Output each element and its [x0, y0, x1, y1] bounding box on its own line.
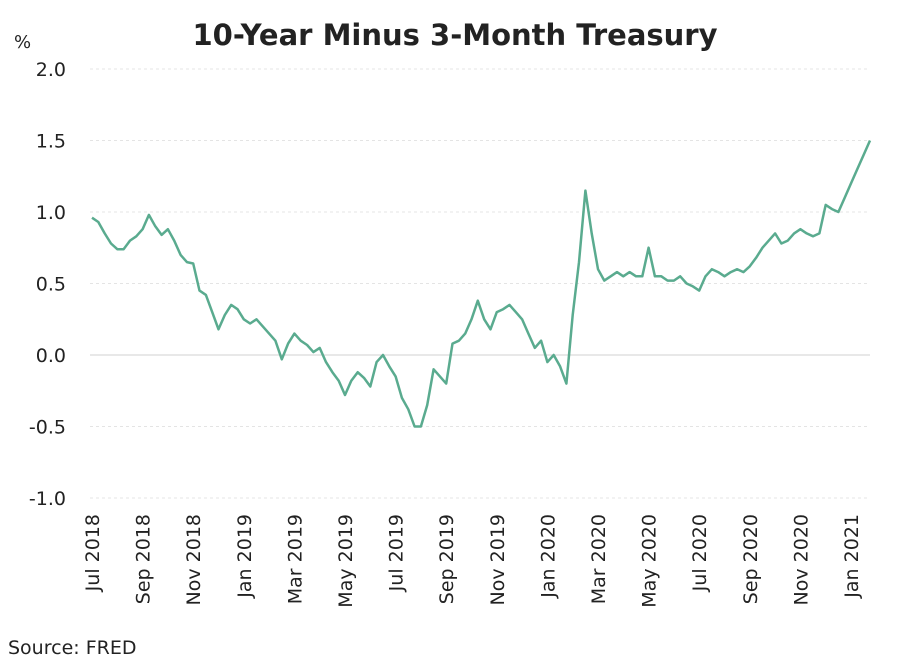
x-tick-label: Jul 2019: [386, 514, 408, 592]
y-tick-label: -0.5: [29, 417, 66, 439]
x-tick-label: Jul 2020: [689, 514, 711, 592]
x-tick-label: May 2019: [335, 514, 357, 608]
source: Source: FRED: [8, 637, 136, 659]
x-tick-label: Nov 2020: [790, 514, 812, 605]
y-tick-label: 0.0: [36, 345, 66, 367]
y-tick-label: 1.5: [36, 131, 66, 153]
x-tick-label: Jul 2018: [82, 514, 104, 592]
x-tick-label: Jan 2019: [234, 514, 256, 599]
x-tick-label: Sep 2018: [133, 514, 155, 604]
x-tick-label: Sep 2019: [436, 514, 458, 604]
x-tick-label: Jan 2020: [537, 514, 559, 599]
x-tick-label: Sep 2020: [740, 514, 762, 604]
line: [91, 139, 872, 428]
y-tick-label: -1.0: [29, 488, 66, 510]
x-tick-label: May 2020: [639, 514, 661, 608]
y-tick-label: 0.5: [36, 274, 66, 296]
x-tick-label: Mar 2019: [284, 514, 306, 604]
y-unit: %: [14, 32, 31, 53]
x-tick-label: Jan 2021: [841, 514, 863, 599]
x-tick-label: Mar 2020: [588, 514, 610, 604]
y-tick-label: 2.0: [36, 59, 66, 81]
chart-title: 10-Year Minus 3-Month Treasury: [192, 18, 717, 52]
y-tick-label: 1.0: [36, 202, 66, 224]
x-tick-label: Nov 2019: [487, 514, 509, 605]
x-tick-label: Nov 2018: [183, 514, 205, 605]
